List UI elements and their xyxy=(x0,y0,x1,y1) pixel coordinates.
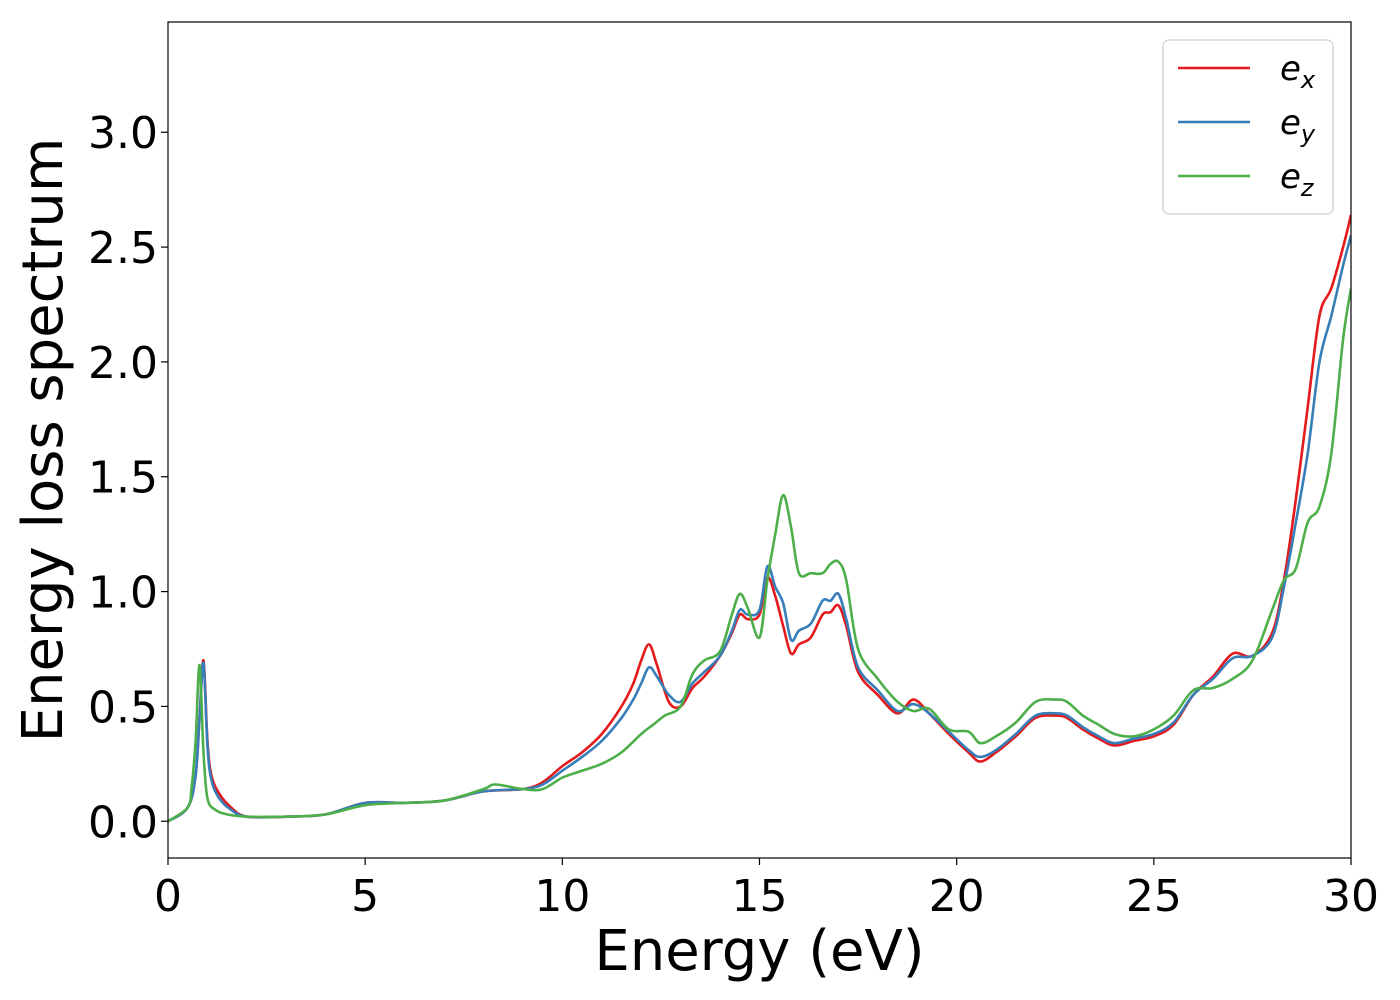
y-tick-label: 3.0 xyxy=(88,108,158,159)
legend: ex ey ez xyxy=(1162,39,1334,215)
x-tick-label: 10 xyxy=(534,871,590,922)
x-tick-label: 0 xyxy=(154,871,182,922)
y-tick-label: 0.5 xyxy=(88,682,158,733)
y-tick-label: 2.0 xyxy=(88,338,158,389)
y-tick-label: 2.5 xyxy=(88,223,158,274)
x-tick-label: 30 xyxy=(1323,871,1379,922)
x-axis-title: Energy (eV) xyxy=(594,919,924,984)
legend-label-y: ey xyxy=(1280,103,1316,148)
x-tick-label: 20 xyxy=(929,871,985,922)
x-tick-label: 25 xyxy=(1126,871,1182,922)
y-axis-title: Energy loss spectrum xyxy=(11,138,76,743)
plot-area xyxy=(168,22,1351,858)
y-tick-label: 1.5 xyxy=(88,453,158,504)
legend-label-z: ez xyxy=(1280,157,1315,202)
x-axis-ticks: 0 5 10 15 20 25 30 xyxy=(154,858,1379,922)
y-axis-ticks: 0.0 0.5 1.0 1.5 2.0 2.5 3.0 xyxy=(88,108,168,848)
series-layer xyxy=(168,214,1351,823)
y-tick-label: 1.0 xyxy=(88,568,158,619)
series-line-y xyxy=(168,235,1351,823)
y-tick-label: 0.0 xyxy=(88,797,158,848)
x-tick-label: 5 xyxy=(351,871,379,922)
x-tick-label: 15 xyxy=(732,871,788,922)
legend-box xyxy=(1162,39,1334,215)
legend-label-x: ex xyxy=(1280,49,1316,94)
series-line-z xyxy=(168,288,1351,823)
